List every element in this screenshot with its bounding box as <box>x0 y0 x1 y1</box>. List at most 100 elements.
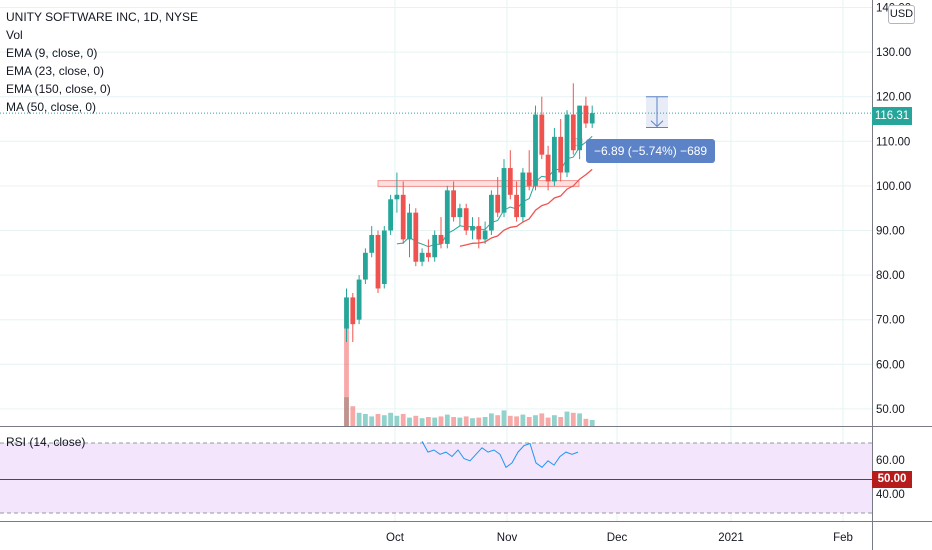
price-axis-label: 90.00 <box>876 226 905 238</box>
price-axis-label: 70.00 <box>876 315 905 327</box>
chart-legend: UNITY SOFTWARE INC, 1D, NYSE Vol EMA (9,… <box>6 8 198 116</box>
candles <box>344 83 595 342</box>
candle-body <box>344 297 349 329</box>
measure-arrow-head <box>650 120 664 128</box>
rsi-line <box>421 441 579 469</box>
volume-bar <box>388 412 393 426</box>
rsi-axis-label: 60.00 <box>876 455 905 467</box>
legend-ema150[interactable]: EMA (150, close, 0) <box>6 82 111 96</box>
volume-bar <box>381 415 387 426</box>
price-axis-label: 50.00 <box>876 404 905 416</box>
price-axis-label: 60.00 <box>876 359 905 371</box>
volume-bar <box>501 410 507 426</box>
candle-body <box>476 226 482 240</box>
price-axis-label: 100.00 <box>876 181 911 193</box>
candle-body <box>526 172 532 186</box>
volume-bar <box>558 417 564 426</box>
rsi-axis-label: 40.00 <box>876 489 905 501</box>
chart-grid <box>0 0 872 521</box>
volume-bar <box>526 417 532 426</box>
candle-body <box>558 136 564 173</box>
legend-ema9[interactable]: EMA (9, close, 0) <box>6 46 98 60</box>
candle-body <box>570 114 576 151</box>
price-axis-label: 130.00 <box>876 47 911 59</box>
time-axis-label: Feb <box>833 532 853 544</box>
candle-body <box>507 168 513 195</box>
volume-bar <box>507 415 513 426</box>
candle-body <box>375 234 381 289</box>
rsi-band <box>0 443 872 513</box>
volume-bar <box>438 416 444 426</box>
candle-body <box>482 230 488 240</box>
volume-bar <box>552 415 557 426</box>
volume-bar <box>463 416 469 426</box>
volume-bar <box>520 414 526 426</box>
candle-body <box>356 279 362 320</box>
legend-ma50[interactable]: MA (50, close, 0) <box>6 100 97 114</box>
price-axis-label: 80.00 <box>876 270 905 282</box>
currency-button[interactable]: USD <box>888 5 915 24</box>
volume-bar <box>413 415 419 426</box>
price-levels <box>0 112 872 188</box>
volume-bar <box>356 412 362 426</box>
candle-body <box>564 114 570 173</box>
symbol-title[interactable]: UNITY SOFTWARE INC, 1D, NYSE <box>6 10 199 24</box>
measure-tool[interactable] <box>646 96 668 128</box>
candle-body <box>583 105 589 124</box>
volume-bar <box>426 417 431 426</box>
candle-body <box>589 113 595 124</box>
volume-bar <box>451 417 456 426</box>
candle-body <box>407 212 412 240</box>
volume-bar <box>432 417 438 426</box>
ipo-volume-bar <box>344 328 349 426</box>
measure-label: −6.89 (−5.74%) −689 <box>586 139 716 163</box>
candle-body <box>388 199 393 231</box>
time-axis-label: Nov <box>497 532 518 544</box>
volume-bar <box>583 418 589 426</box>
time-axis-label: 2021 <box>718 532 744 544</box>
volume-bar <box>363 414 368 426</box>
volume-bar <box>514 416 519 426</box>
legend-ema23[interactable]: EMA (23, close, 0) <box>6 64 105 78</box>
volume-bar <box>407 417 412 426</box>
legend-vol[interactable]: Vol <box>6 28 23 42</box>
volume-bar <box>577 413 582 426</box>
volume-bar <box>539 413 545 426</box>
price-axis-label: 120.00 <box>876 92 911 104</box>
volume-bar <box>545 417 551 426</box>
volume-bar <box>589 420 595 426</box>
candle-body <box>495 194 501 213</box>
candle-body <box>470 226 475 231</box>
candle-body <box>451 190 456 218</box>
candle-body <box>533 114 538 186</box>
volume-bar <box>457 417 463 426</box>
volume-bar <box>564 411 570 426</box>
candle-body <box>381 230 387 285</box>
candle-body <box>350 297 356 325</box>
candle-body <box>514 194 519 218</box>
volume-bar <box>375 414 381 426</box>
volume-bar <box>476 417 482 426</box>
rsi-value-tag: 50.00 <box>872 471 912 488</box>
candle-body <box>520 172 526 218</box>
candle-body <box>463 208 469 231</box>
candle-body <box>501 168 507 213</box>
time-axis-label: Dec <box>607 532 628 544</box>
volume-bar <box>495 415 501 426</box>
candle-body <box>432 234 438 258</box>
volume-bar <box>444 414 450 426</box>
candle-body <box>577 105 582 151</box>
candle-body <box>545 154 551 182</box>
rsi-legend[interactable]: RSI (14, close) <box>6 435 86 449</box>
candle-body <box>400 194 406 240</box>
candle-body <box>539 114 545 155</box>
volume-bar <box>394 415 400 426</box>
time-axis-label: Oct <box>386 532 405 544</box>
candle-body <box>438 234 444 244</box>
candle-body <box>426 252 431 258</box>
last-price-tag: 116.31 <box>872 107 912 125</box>
candle-body <box>552 136 557 182</box>
volume-bar <box>369 416 375 426</box>
volume-bar <box>482 417 488 426</box>
